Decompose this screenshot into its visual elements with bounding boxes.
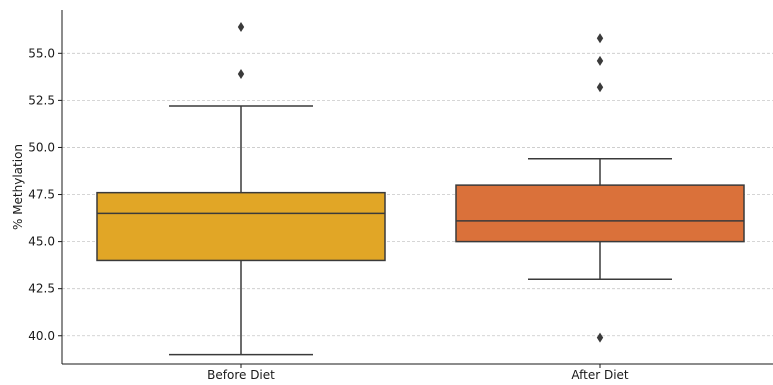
x-tick-label: After Diet bbox=[571, 368, 629, 382]
outlier-point bbox=[596, 332, 604, 343]
outlier-point bbox=[596, 82, 604, 93]
box-group bbox=[455, 33, 745, 343]
y-tick-label: 45.0 bbox=[28, 235, 55, 249]
box-group bbox=[96, 21, 386, 356]
outlier-point bbox=[237, 69, 245, 80]
x-tick-label: Before Diet bbox=[207, 368, 275, 382]
box-series bbox=[96, 21, 745, 356]
outlier-point bbox=[596, 55, 604, 66]
axes bbox=[61, 10, 773, 365]
outlier-point bbox=[596, 33, 604, 44]
y-tick-label: 40.0 bbox=[28, 329, 55, 343]
y-tick-label: 42.5 bbox=[28, 282, 55, 296]
y-tick-label: 47.5 bbox=[28, 188, 55, 202]
y-tick-label: 55.0 bbox=[28, 46, 55, 60]
box-iqr bbox=[455, 184, 745, 243]
y-tick-label: 52.5 bbox=[28, 93, 55, 107]
x-ticks: Before Diet After Diet bbox=[207, 364, 629, 382]
y-tick-label: 50.0 bbox=[28, 140, 55, 154]
outlier-point bbox=[237, 21, 245, 32]
y-ticks: 40.0 42.5 45.0 47.5 50.0 52.5 55.0 bbox=[28, 46, 62, 343]
y-axis-label: % Methylation bbox=[11, 144, 25, 230]
box-iqr bbox=[96, 191, 386, 262]
